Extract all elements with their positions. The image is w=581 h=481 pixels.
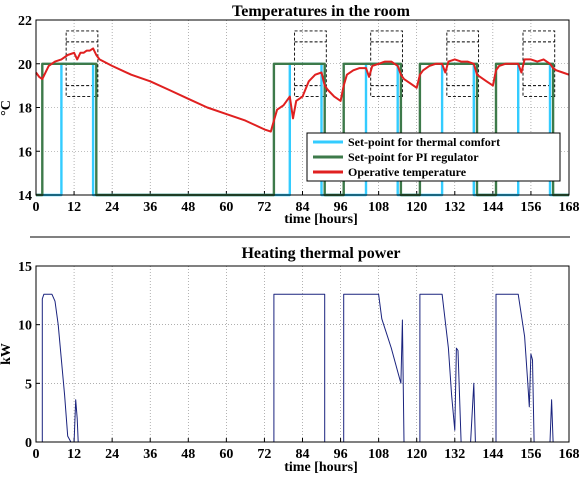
series-line-3 [35, 47, 570, 133]
x-tick-label: 84 [296, 200, 310, 215]
legend-label-operative: Operative temperature [348, 165, 467, 179]
x-tick-label: 120 [406, 447, 427, 462]
legend: Set-point for thermal comfort Set-point … [306, 132, 561, 182]
x-tick-label: 168 [559, 447, 580, 462]
series-line-2 [36, 62, 569, 197]
x-tick-label: 36 [143, 200, 157, 215]
x-tick-label: 48 [181, 447, 195, 462]
x-tick-label: 24 [105, 447, 119, 462]
x-tick-label: 72 [257, 200, 271, 215]
y-tick-label: 10 [18, 319, 32, 334]
x-tick-label: 12 [67, 447, 81, 462]
x-tick-label: 156 [520, 447, 541, 462]
chart-title: Temperatures in the room [232, 3, 411, 20]
x-tick-labels: 0 12 24 36 48 60 72 84 96 108 120 132 144 156 168 [33, 447, 580, 462]
x-tick-label: 132 [444, 200, 465, 215]
x-tick-label: 36 [143, 447, 157, 462]
x-tick-labels: 0 12 24 36 48 60 72 84 96 108 120 132 144 156 168 [33, 200, 580, 215]
y-tick-label: 0 [25, 436, 32, 451]
y-tick-label: 16 [18, 145, 32, 160]
x-tick-label: 168 [559, 200, 580, 215]
x-tick-label: 120 [406, 200, 427, 215]
y-tick-label: 14 [18, 189, 32, 204]
x-tick-label: 144 [482, 447, 503, 462]
x-tick-label: 60 [219, 200, 233, 215]
legend-label-pi: Set-point for PI regulator [348, 150, 479, 164]
plot-frame [35, 265, 570, 443]
y-tick-label: 18 [18, 102, 32, 117]
y-tick-label: 15 [18, 260, 32, 275]
x-tick-label: 108 [368, 447, 389, 462]
x-tick-label: 96 [334, 200, 348, 215]
x-tick-label: 108 [368, 200, 389, 215]
y-tick-label: 22 [18, 14, 32, 29]
x-tick-label: 96 [334, 447, 348, 462]
y-tick-label: 5 [25, 377, 32, 392]
series-group [36, 293, 569, 443]
x-tick-label: 132 [444, 447, 465, 462]
x-tick-label: 0 [33, 200, 40, 215]
legend-label-comfort: Set-point for thermal comfort [348, 135, 500, 149]
x-axis-label: time [hours] [284, 212, 358, 227]
legend-box [306, 132, 561, 182]
x-axis-label: time [hours] [284, 460, 358, 475]
y-tick-labels: 0 5 10 15 [18, 260, 32, 451]
grid [35, 265, 570, 443]
y-axis-label: °C [0, 100, 14, 116]
series-line-1 [36, 293, 569, 443]
chart-title: Heating thermal power [241, 245, 400, 262]
x-tick-label: 24 [105, 200, 119, 215]
x-tick-label: 84 [296, 447, 310, 462]
y-axis-label: kW [0, 343, 14, 365]
x-tick-label: 72 [257, 447, 271, 462]
y-tick-label: 20 [18, 58, 32, 73]
x-tick-label: 60 [219, 447, 233, 462]
y-tick-labels: 14 16 18 20 22 [18, 14, 32, 204]
x-tick-label: 144 [482, 200, 503, 215]
plot-frame [35, 19, 570, 196]
x-tick-label: 156 [520, 200, 541, 215]
x-tick-label: 48 [181, 200, 195, 215]
temperature-chart: Temperatures in the room 0 12 24 36 48 60 72 84… [0, 3, 580, 227]
series-group [35, 47, 570, 197]
x-tick-label: 0 [33, 447, 40, 462]
x-tick-label: 12 [67, 200, 81, 215]
heating-power-chart: Heating thermal power 0 12 24 36 48 60 72 84 96 1… [0, 245, 580, 475]
